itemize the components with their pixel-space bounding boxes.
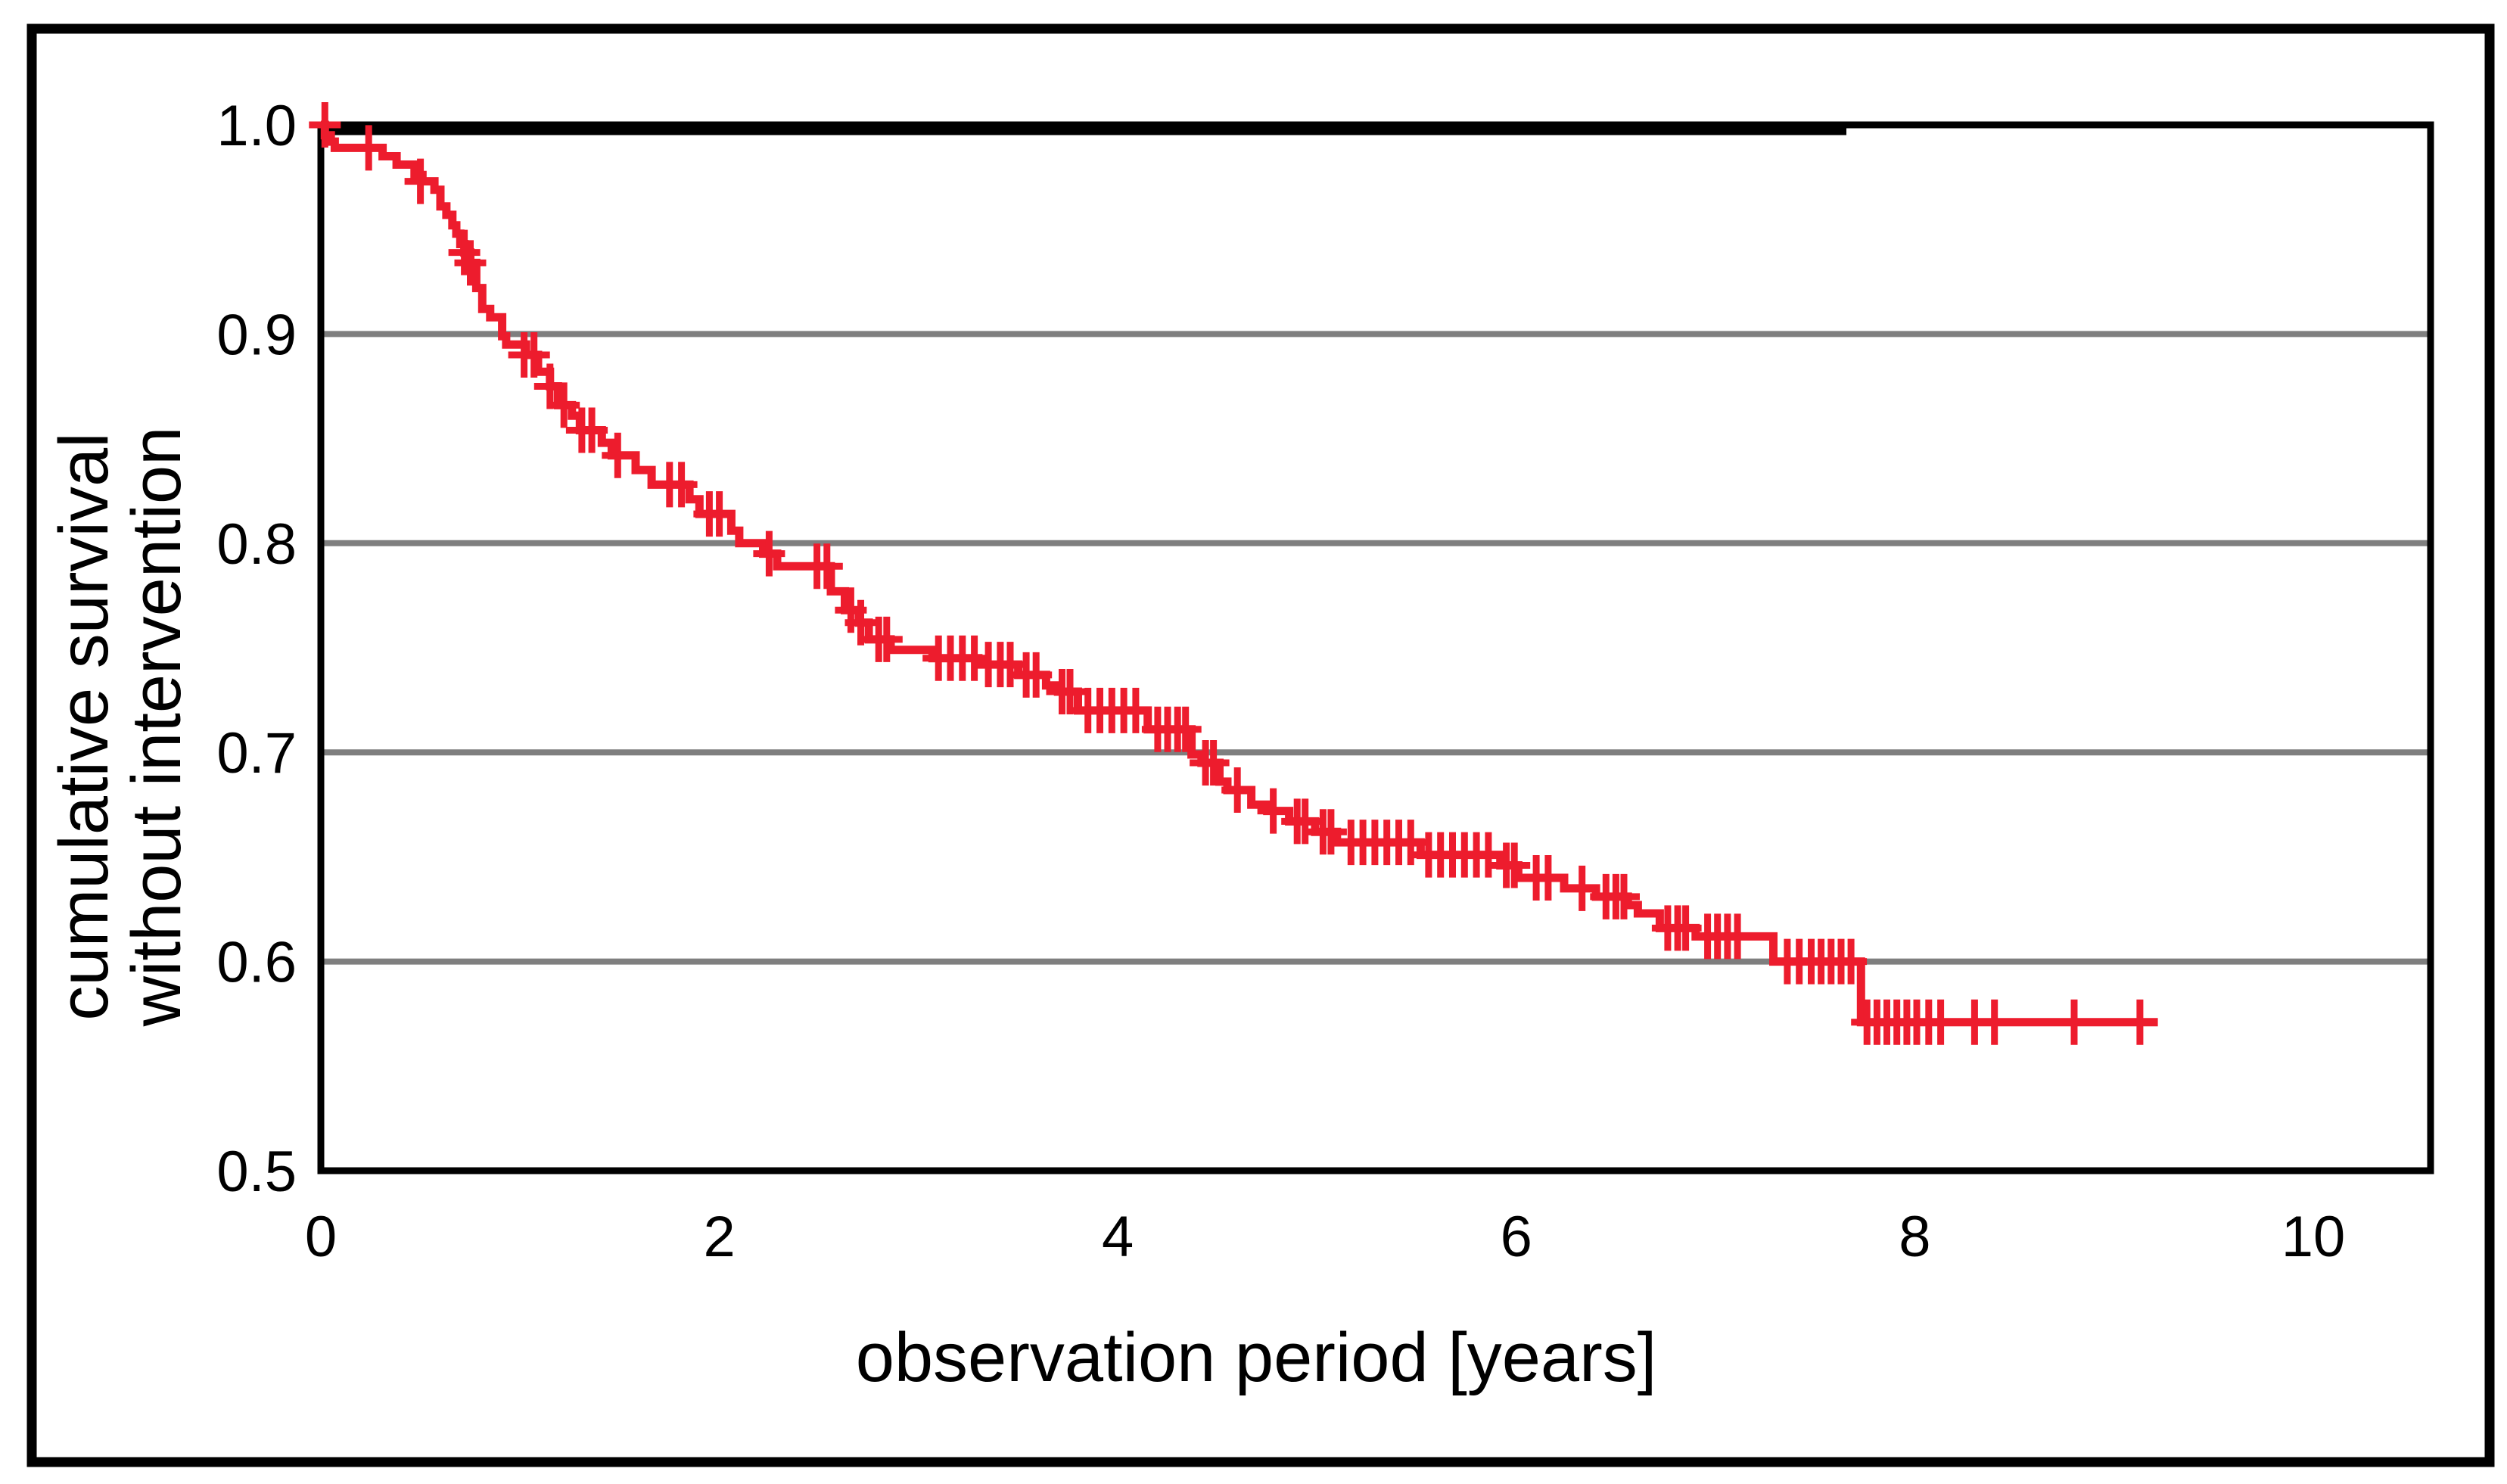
figure-border bbox=[26, 23, 2495, 1467]
censor-mark bbox=[1395, 820, 1427, 866]
y-tick-label-0.5: 0.5 bbox=[216, 1140, 297, 1204]
x-tick-label-0: 0 bbox=[305, 1205, 337, 1269]
censor-mark bbox=[2058, 999, 2090, 1045]
censor-mark bbox=[753, 530, 785, 577]
censor-mark bbox=[1532, 855, 1564, 901]
censor-mark bbox=[1835, 938, 1868, 985]
censor-mark bbox=[703, 491, 736, 537]
x-tick-label-8: 8 bbox=[1899, 1205, 1930, 1269]
censor-mark bbox=[1197, 740, 1230, 786]
censor-mark bbox=[518, 332, 550, 378]
gridlines bbox=[321, 331, 2431, 965]
x-axis-tick-labels: 0 2 4 6 8 10 bbox=[305, 1205, 2345, 1269]
censor-mark bbox=[1498, 842, 1531, 888]
censor-mark bbox=[454, 240, 487, 286]
censor-mark bbox=[1669, 905, 1702, 951]
censor-mark bbox=[1472, 832, 1504, 878]
censor-mark bbox=[448, 229, 481, 275]
censor-mark bbox=[994, 642, 1026, 688]
x-tick-label-10: 10 bbox=[2281, 1205, 2346, 1269]
x-tick-label-2: 2 bbox=[703, 1205, 735, 1269]
censor-mark bbox=[1020, 652, 1053, 698]
y-axis-title-line2: without intervention bbox=[118, 427, 195, 1028]
y-tick-label-0.9: 0.9 bbox=[216, 303, 297, 367]
censor-mark bbox=[1978, 999, 2011, 1045]
x-axis-title: observation period [years] bbox=[856, 1319, 1657, 1396]
censor-mark bbox=[1169, 706, 1202, 752]
censor-mark bbox=[1924, 999, 1957, 1045]
censor-mark bbox=[2123, 999, 2156, 1045]
censor-mark bbox=[309, 102, 341, 148]
censor-mark bbox=[576, 407, 608, 453]
censor-mark bbox=[404, 158, 437, 204]
censor-mark bbox=[1314, 809, 1347, 855]
x-tick-label-6: 6 bbox=[1501, 1205, 1532, 1269]
censor-mark bbox=[602, 432, 634, 478]
censor-mark bbox=[1608, 873, 1640, 919]
censor-mark bbox=[1566, 865, 1598, 911]
censor-mark bbox=[353, 125, 385, 171]
y-tick-label-0.8: 0.8 bbox=[216, 512, 297, 577]
censor-mark bbox=[1119, 687, 1152, 733]
censor-mark bbox=[1722, 913, 1754, 960]
censor-mark bbox=[1257, 788, 1289, 834]
censor-marks-group bbox=[309, 102, 2156, 1045]
censor-mark bbox=[548, 382, 580, 428]
censor-mark bbox=[870, 616, 903, 662]
survival-curve bbox=[320, 120, 2158, 1027]
x-tick-label-4: 4 bbox=[1102, 1205, 1134, 1269]
censor-mark bbox=[844, 599, 877, 646]
censor-mark bbox=[1221, 767, 1254, 813]
censor-mark bbox=[1289, 798, 1321, 845]
censor-mark bbox=[1054, 669, 1086, 714]
y-axis-title-line1: cumulative survival bbox=[45, 432, 123, 1020]
plot-area-frame bbox=[317, 121, 2434, 1174]
censor-mark bbox=[810, 543, 843, 590]
y-axis-tick-labels: 1.0 0.9 0.8 0.7 0.6 0.5 bbox=[216, 94, 297, 1204]
censor-mark bbox=[665, 462, 698, 508]
y-tick-label-0.6: 0.6 bbox=[216, 931, 297, 995]
y-tick-label-1.0: 1.0 bbox=[216, 94, 297, 158]
y-tick-label-0.7: 0.7 bbox=[216, 721, 297, 786]
